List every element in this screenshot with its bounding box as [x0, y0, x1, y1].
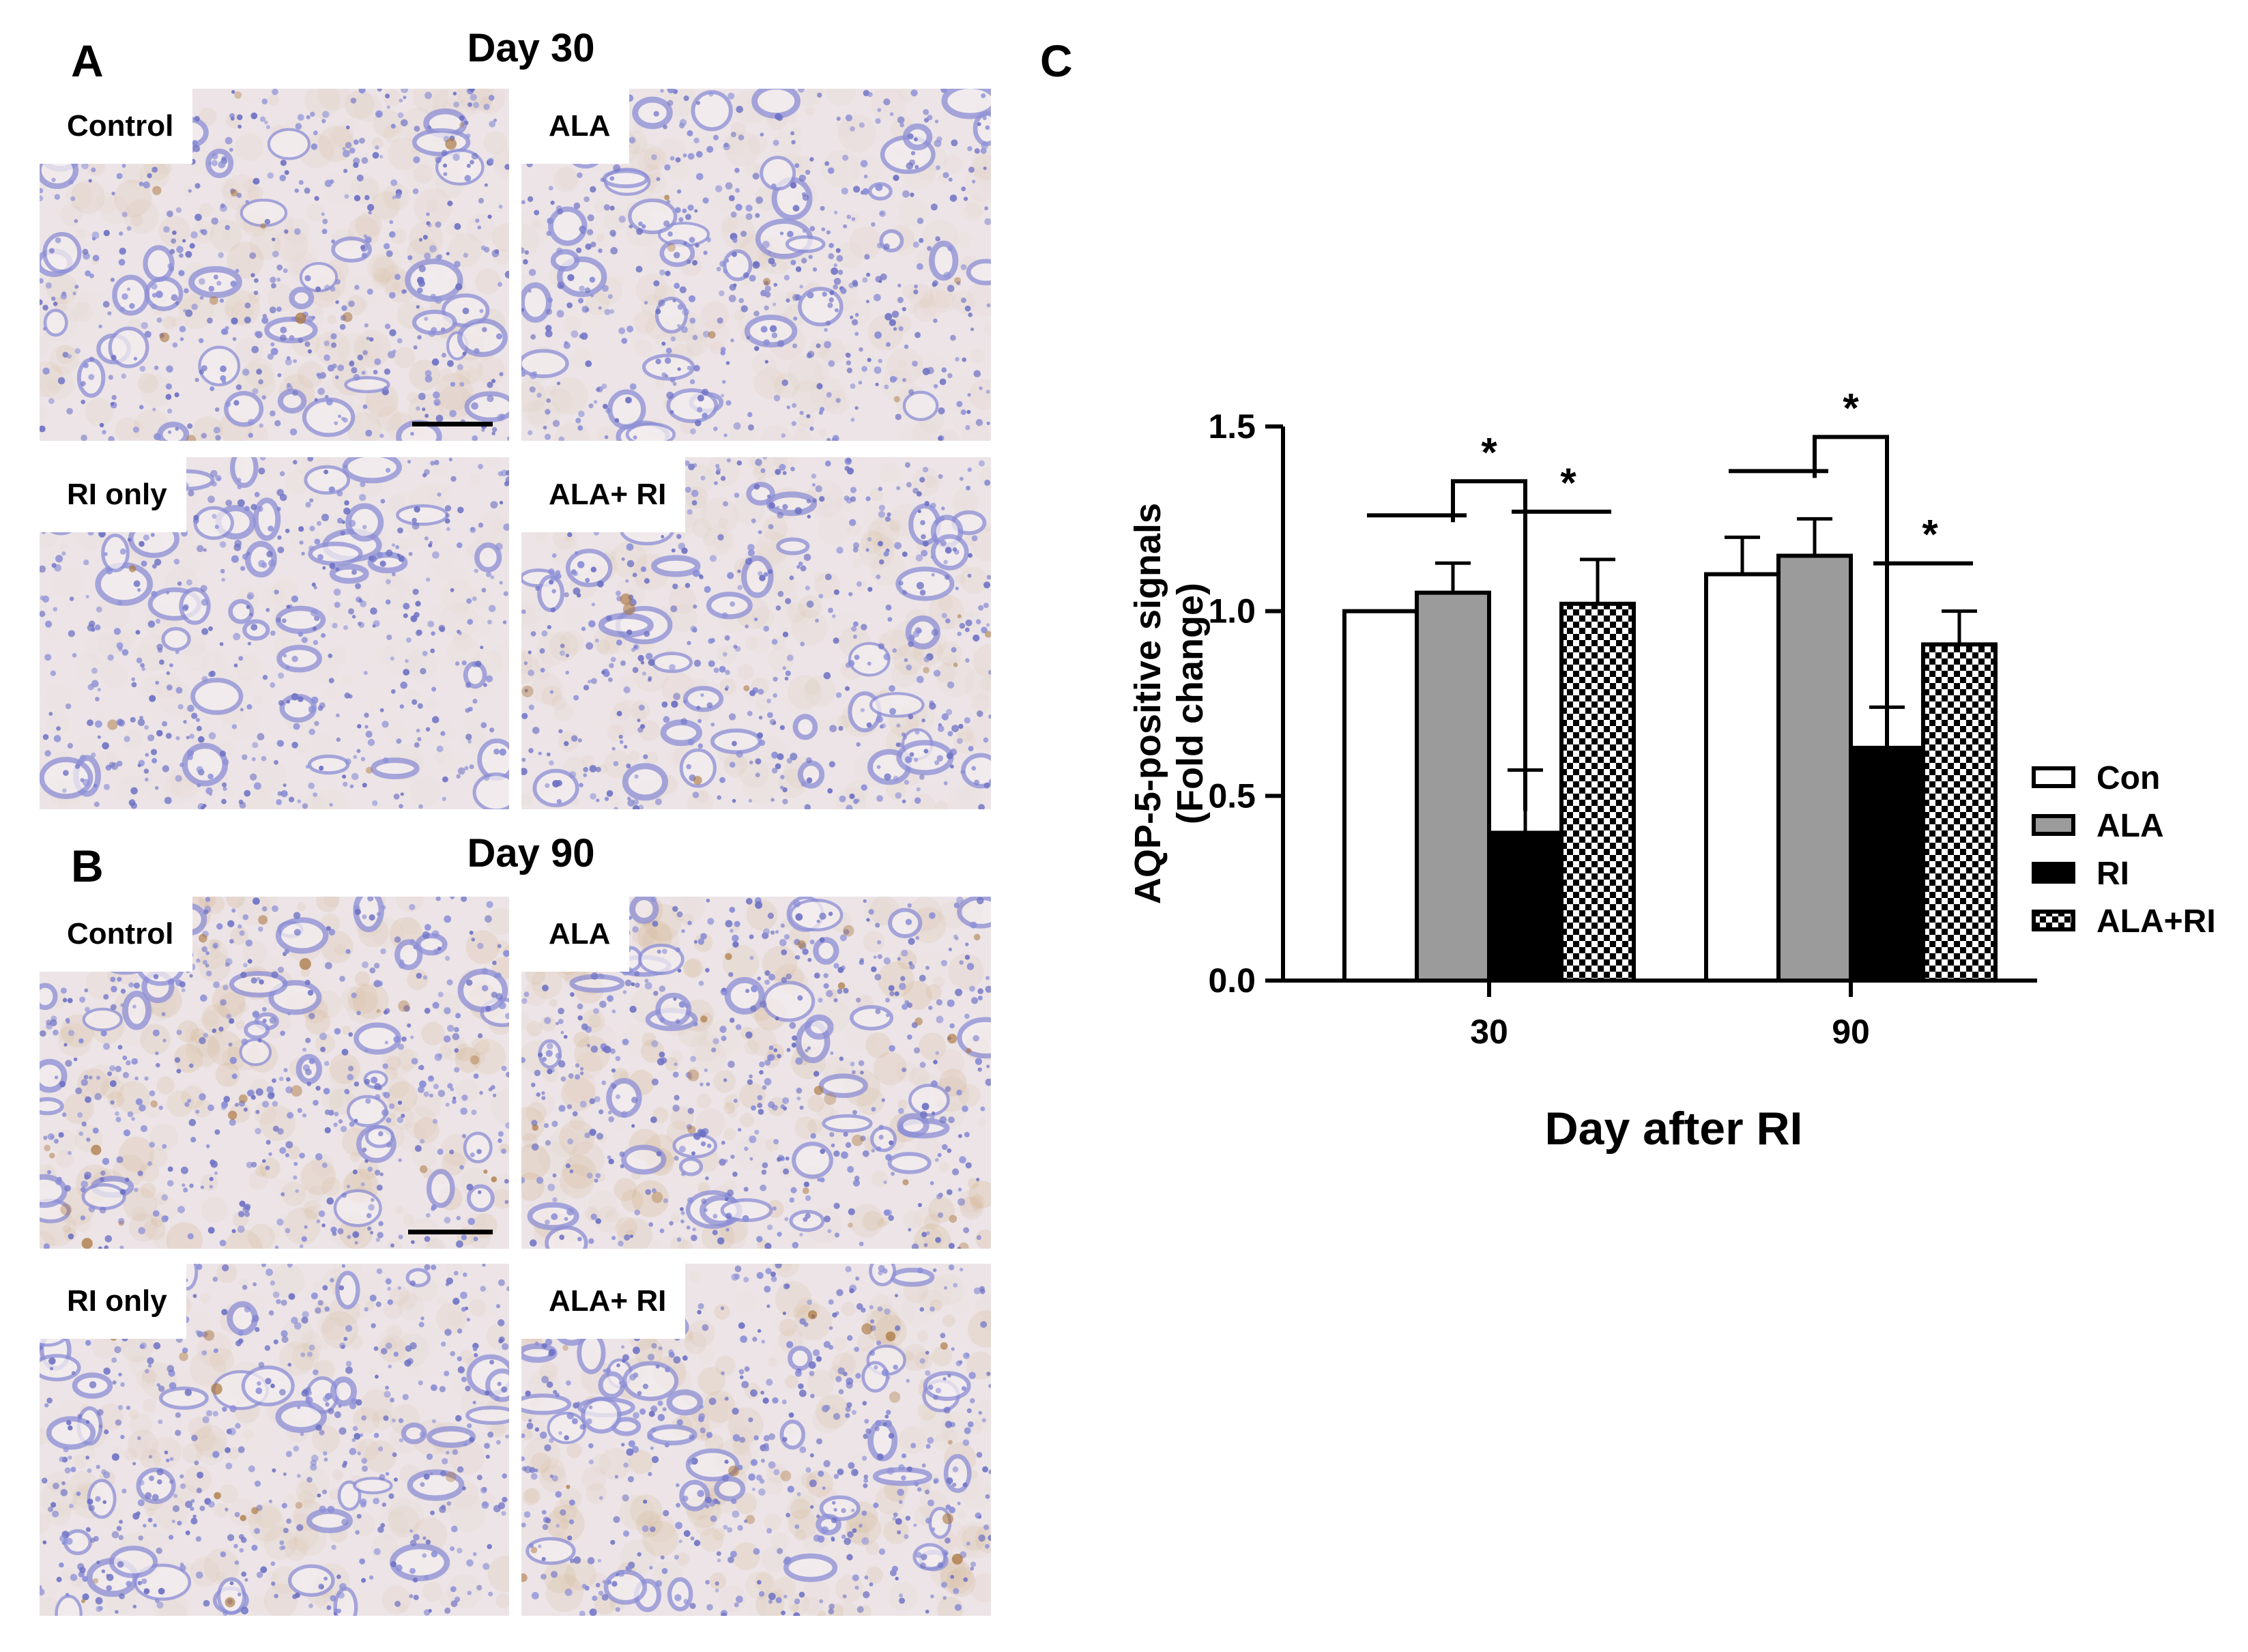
bar-ala-90 [1776, 553, 1853, 983]
legend-label-con: Con [2096, 760, 2160, 796]
tissue-texture [40, 89, 509, 441]
x-axis-title: Day after RI [1545, 1103, 1803, 1155]
bar-ri-30 [1487, 830, 1563, 983]
bar-con-90 [1704, 572, 1781, 983]
micrograph-label: RI only [40, 457, 186, 532]
bar-con-30 [1342, 609, 1419, 983]
bar-ala-ri-30 [1559, 601, 1636, 983]
legend-swatch-ala [2032, 814, 2075, 836]
bar-chart: 0.0 0.5 1.0 1.5 AQP-5-positive signals (Fold … [1127, 385, 2216, 1155]
y-tick-label: 0.0 [1208, 961, 1256, 1000]
legend-swatch-ri [2032, 862, 2075, 884]
x-tick-label: 90 [1832, 1013, 1870, 1051]
micrograph-day90-ri-only: RI only [40, 1264, 509, 1616]
legend-swatch-ala-ri [2032, 910, 2075, 931]
scale-bar [412, 422, 493, 426]
bar-ala-30 [1415, 590, 1491, 983]
scale-bar [408, 1230, 493, 1234]
panel-letter-c: C [1040, 35, 1073, 86]
micrograph-day30-ri-only: RI only [40, 457, 509, 809]
micrograph-label: Control [40, 89, 193, 164]
micrograph-label: Control [40, 897, 193, 972]
x-tick-label: 30 [1470, 1013, 1508, 1051]
y-tick-label: 1.5 [1208, 407, 1256, 446]
micrograph-day90-control: Control [40, 897, 509, 1249]
significance-bracket [1451, 479, 1527, 811]
y-tick-label: 0.5 [1208, 777, 1256, 815]
bar-ri-90 [1849, 745, 1925, 983]
significance-star: * [1922, 512, 1938, 557]
y-axis-title-line2: (Fold change) [1170, 583, 1211, 824]
panel-letter-b: B [71, 841, 104, 891]
micrograph-day30-ala-ri: ALA+ RI [521, 457, 991, 809]
micrograph-label: RI only [40, 1264, 186, 1339]
panel-a-title: Day 30 [467, 26, 595, 70]
y-axis-title: AQP-5-positive signals [1127, 503, 1168, 904]
panel-b-title: Day 90 [467, 831, 595, 875]
micrograph-label: ALA [521, 897, 630, 972]
bar-ala-ri-90 [1921, 642, 1998, 983]
micrograph-day30-control: Control [40, 89, 509, 441]
micrograph-label: ALA+ RI [521, 1264, 686, 1339]
significance-star: * [1481, 429, 1497, 475]
legend-label-ri: RI [2096, 856, 2129, 892]
significance-bracket [1813, 435, 1889, 749]
tissue-texture [521, 457, 991, 809]
micrograph-day90-ala-ri: ALA+ RI [521, 1264, 991, 1616]
y-tick-label: 1.0 [1208, 592, 1256, 631]
significance-star: * [1560, 460, 1576, 506]
micrograph-day90-ala: ALA [521, 897, 991, 1249]
legend-label-ala: ALA [2096, 808, 2164, 844]
tissue-texture [40, 897, 509, 1249]
legend-label-ala-ri: ALA+RI [2096, 903, 2216, 940]
micrograph-label: ALA [521, 89, 630, 164]
legend-swatch-con [2032, 766, 2075, 788]
micrograph-day30-ala: ALA [521, 89, 991, 441]
micrograph-label: ALA+ RI [521, 457, 686, 532]
panel-letter-a: A [71, 35, 104, 86]
significance-star: * [1843, 385, 1859, 431]
